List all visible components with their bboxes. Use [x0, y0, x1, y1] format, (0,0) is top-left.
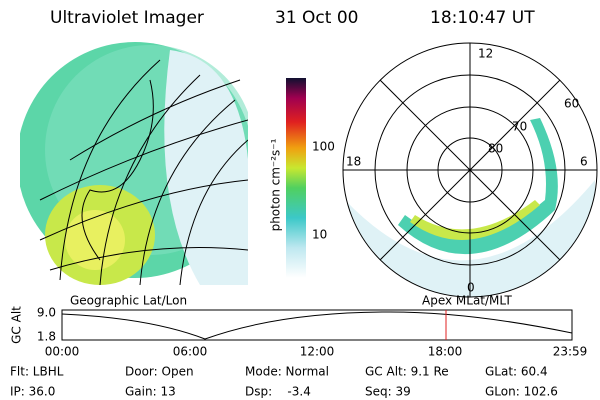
info-field: Seq: 39 — [365, 385, 411, 399]
mlt-label: 6 — [580, 155, 588, 169]
info-field: Mode: Normal — [245, 365, 329, 379]
lat-label: 60 — [564, 97, 579, 111]
plot-frame — [61, 309, 573, 341]
mlt-label: 12 — [478, 47, 493, 61]
date: 31 Oct 00 — [275, 8, 358, 28]
geographic-image — [20, 42, 248, 286]
info-field: Door: Open — [125, 365, 194, 379]
colorbar-label: photon cm⁻²s⁻¹ — [269, 138, 283, 231]
info-field: GLon: 102.6 — [485, 385, 558, 399]
info-field: GLat: 60.4 — [485, 365, 548, 379]
y-label: GC Alt — [10, 306, 24, 344]
colorbar — [286, 78, 306, 278]
info-panel: Flt: LBHL Door: Open Mode: Normal GC Alt: 9… — [10, 365, 558, 399]
info-field: Dsp: -3.4 — [245, 385, 311, 399]
mlt-label: 0 — [467, 281, 475, 295]
lat-label: 70 — [512, 120, 527, 134]
altitude-curve — [61, 311, 573, 340]
info-field: GC Alt: 9.1 Re — [365, 365, 449, 379]
lat-label: 80 — [488, 142, 503, 156]
instrument: Ultraviolet Imager — [50, 8, 204, 28]
info-field: Flt: LBHL — [10, 365, 64, 379]
x-tick-label: 06:00 — [173, 345, 208, 359]
polar-image: 12 18 6 0 60 70 80 — [342, 42, 598, 298]
x-tick-label: 23:59 — [553, 345, 588, 359]
x-tick-label: 00:00 — [45, 345, 80, 359]
info-field: Gain: 13 — [125, 385, 176, 399]
y-tick-label: 9.0 — [37, 306, 56, 320]
time: 18:10:47 UT — [430, 8, 535, 28]
right-title: Apex MLat/MLT — [422, 294, 512, 308]
info-field: IP: 36.0 — [10, 385, 55, 399]
y-tick-label: 1.8 — [37, 330, 56, 344]
x-tick-label: 12:00 — [300, 345, 335, 359]
colorbar-tick: 100 — [312, 140, 335, 154]
left-title: Geographic Lat/Lon — [70, 294, 187, 308]
x-tick-label: 18:00 — [428, 345, 463, 359]
mlt-label: 18 — [346, 155, 361, 169]
colorbar-tick: 10 — [312, 228, 327, 242]
